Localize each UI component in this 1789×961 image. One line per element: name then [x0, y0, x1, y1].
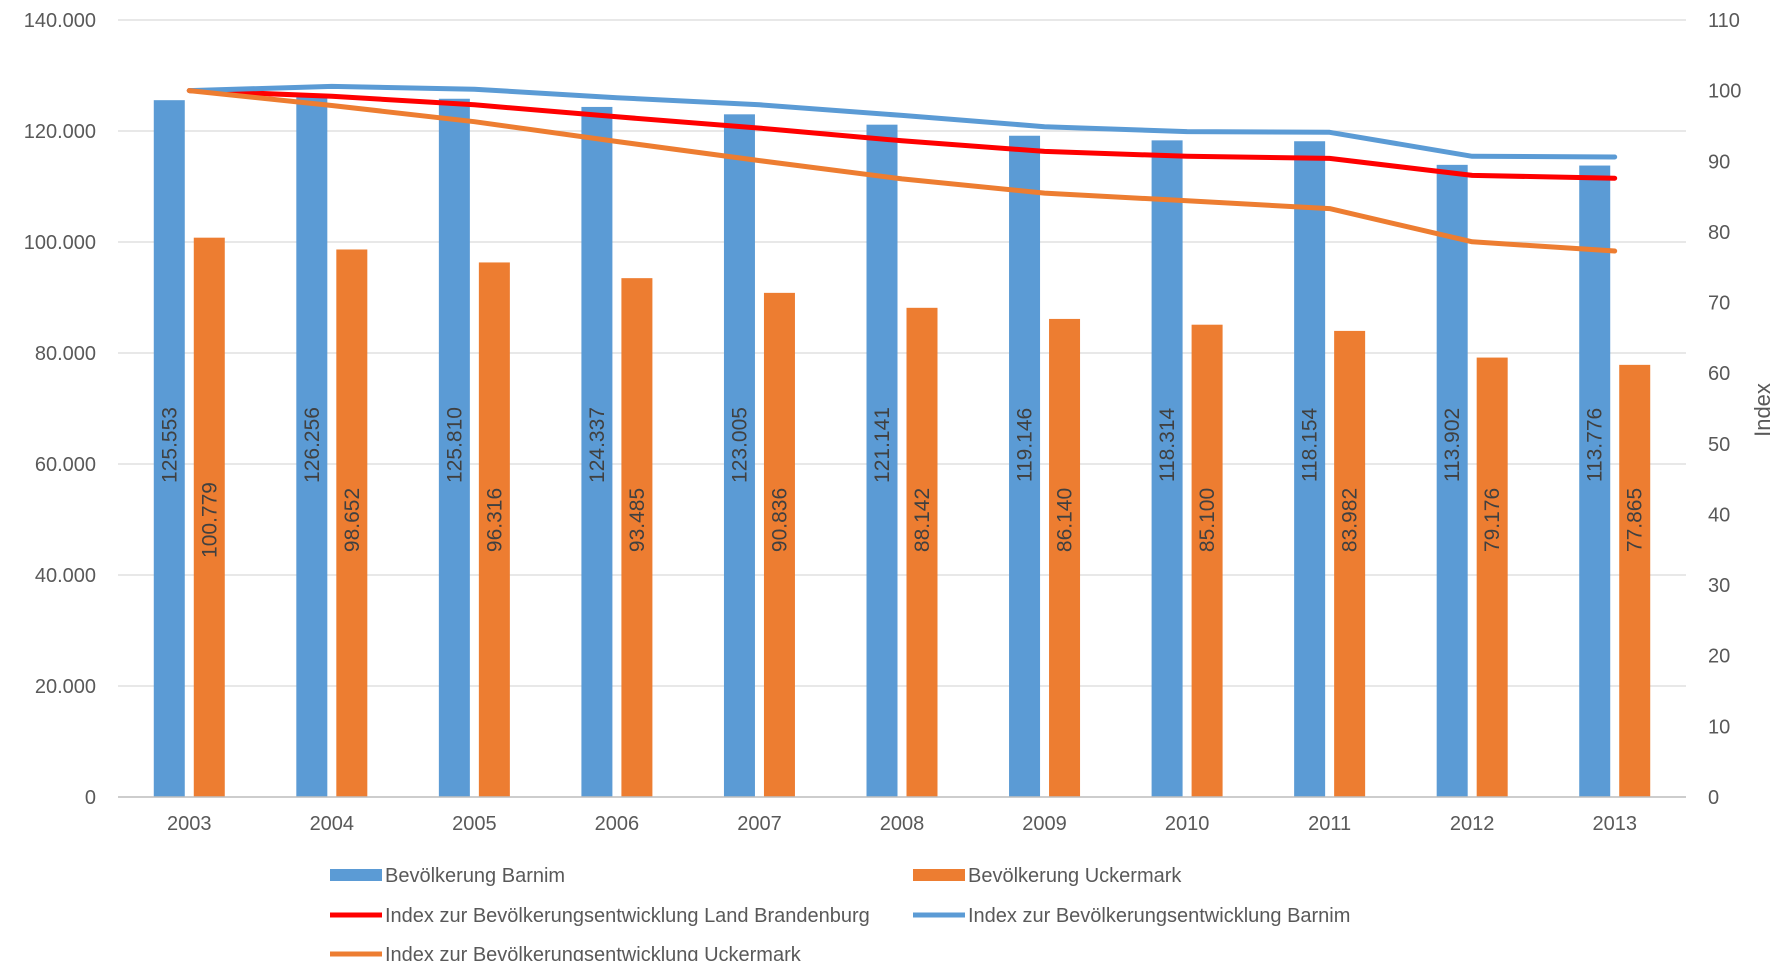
bar-data-label: 93.485 — [626, 488, 649, 552]
bar-data-label: 113.776 — [1584, 408, 1607, 482]
bar — [193, 237, 225, 798]
legend-swatch-bar — [330, 869, 382, 881]
bar-data-label: 124.337 — [586, 407, 609, 483]
bar — [1151, 140, 1183, 797]
bar-data-label: 100.779 — [198, 482, 221, 558]
y-left-tick-label: 100.000 — [24, 232, 96, 254]
bar-data-label: 125.553 — [158, 407, 181, 483]
x-tick-label: 2010 — [1165, 813, 1210, 835]
bar — [1436, 164, 1468, 798]
bar — [153, 100, 185, 797]
x-tick-label: 2011 — [1308, 813, 1351, 835]
legend-label: Index zur Bevölkerungsentwicklung Barnim — [968, 905, 1350, 927]
bar-series-group — [153, 96, 1651, 798]
bar — [866, 124, 898, 797]
x-tick-label: 2012 — [1450, 813, 1495, 835]
x-tick-label: 2004 — [310, 813, 355, 835]
bar-data-label: 123.005 — [728, 407, 751, 483]
bar-data-label: 88.142 — [911, 488, 934, 552]
legend-label: Bevölkerung Uckermark — [968, 865, 1182, 887]
series-line — [186, 88, 1618, 254]
bar-data-label: 125.810 — [443, 407, 466, 483]
bar-data-label: 86.140 — [1054, 488, 1077, 552]
bar — [1009, 135, 1041, 798]
legend-swatch-bar — [913, 869, 965, 881]
bar — [1619, 364, 1651, 797]
bar — [296, 96, 328, 798]
bar-data-label: 118.154 — [1299, 408, 1322, 483]
bar-data-label: 96.316 — [483, 488, 506, 552]
x-tick-label: 2008 — [880, 813, 925, 835]
bar — [1579, 165, 1611, 797]
y-right-tick-label: 70 — [1708, 293, 1730, 315]
y-left-tick-label: 120.000 — [24, 121, 96, 143]
x-tick-label: 2003 — [167, 813, 212, 835]
bar — [1294, 141, 1326, 797]
axes: 0 20.000 40.000 60.000 80.000 100.000 120.000 1… — [24, 10, 1742, 835]
bar-data-label: 85.100 — [1196, 488, 1219, 552]
x-tick-label: 2005 — [452, 813, 497, 835]
bar-data-label: 126.256 — [301, 407, 324, 483]
y-left-tick-label: 80.000 — [35, 343, 96, 365]
gridlines — [118, 19, 1686, 798]
y-left-tick-label: 60.000 — [35, 454, 96, 476]
bar-data-label: 119.146 — [1014, 408, 1037, 482]
legend-label: Bevölkerung Barnim — [385, 865, 565, 887]
series-line — [186, 83, 1618, 160]
legend-label: Index zur Bevölkerungsentwicklung Uckerm… — [385, 944, 802, 961]
y-left-tick-label: 140.000 — [24, 10, 96, 32]
y-right-tick-label: 80 — [1708, 222, 1730, 244]
y-right-tick-label: 30 — [1708, 575, 1730, 597]
bar — [1476, 357, 1508, 797]
bar — [1334, 330, 1366, 797]
bar-data-label: 113.902 — [1441, 408, 1464, 482]
legend-label: Index zur Bevölkerungsentwicklung Land B… — [385, 905, 870, 927]
bar-data-label: 83.982 — [1339, 488, 1362, 552]
bar — [763, 292, 795, 797]
bar-data-label: 77.865 — [1624, 488, 1647, 552]
x-tick-label: 2006 — [595, 813, 640, 835]
bar-data-label: 90.836 — [768, 488, 791, 552]
y-right-tick-label: 10 — [1708, 716, 1730, 738]
bar-data-label: 118.314 — [1156, 408, 1179, 483]
bar-data-label: 79.176 — [1481, 488, 1504, 552]
y-right-tick-label: 100 — [1708, 81, 1741, 103]
bar — [723, 114, 755, 797]
y-left-tick-label: 40.000 — [35, 565, 96, 587]
x-tick-label: 2009 — [1022, 813, 1067, 835]
bar — [478, 262, 510, 798]
bar — [581, 106, 613, 798]
y-right-tick-label: 0 — [1708, 787, 1719, 809]
bar — [621, 278, 653, 797]
bar — [438, 98, 470, 797]
bar — [1191, 324, 1223, 797]
y-right-tick-label: 20 — [1708, 646, 1730, 668]
y-left-tick-label: 20.000 — [35, 676, 96, 698]
x-tick-label: 2013 — [1592, 813, 1637, 835]
bar-data-label: 98.652 — [341, 488, 364, 552]
x-tick-label: 2007 — [737, 813, 782, 835]
legend: Bevölkerung Barnim Bevölkerung Uckermark I… — [330, 865, 1350, 961]
bar-data-label: 121.141 — [871, 407, 894, 483]
bar — [1049, 318, 1081, 797]
line-series-group — [186, 83, 1618, 254]
y-right-tick-label: 50 — [1708, 434, 1730, 456]
y-left-tick-label: 0 — [85, 787, 96, 809]
y-right-axis-title: Index — [1750, 383, 1775, 437]
bar — [906, 307, 938, 797]
bar-data-labels: 125.553 126.256 125.810 124.337 123.005 121.1… — [158, 407, 1646, 558]
y-right-tick-label: 90 — [1708, 151, 1730, 173]
y-right-tick-label: 60 — [1708, 363, 1730, 385]
series-line — [186, 88, 1618, 181]
y-right-tick-label: 110 — [1708, 10, 1740, 32]
bar — [336, 249, 368, 798]
y-right-tick-label: 40 — [1708, 504, 1730, 526]
